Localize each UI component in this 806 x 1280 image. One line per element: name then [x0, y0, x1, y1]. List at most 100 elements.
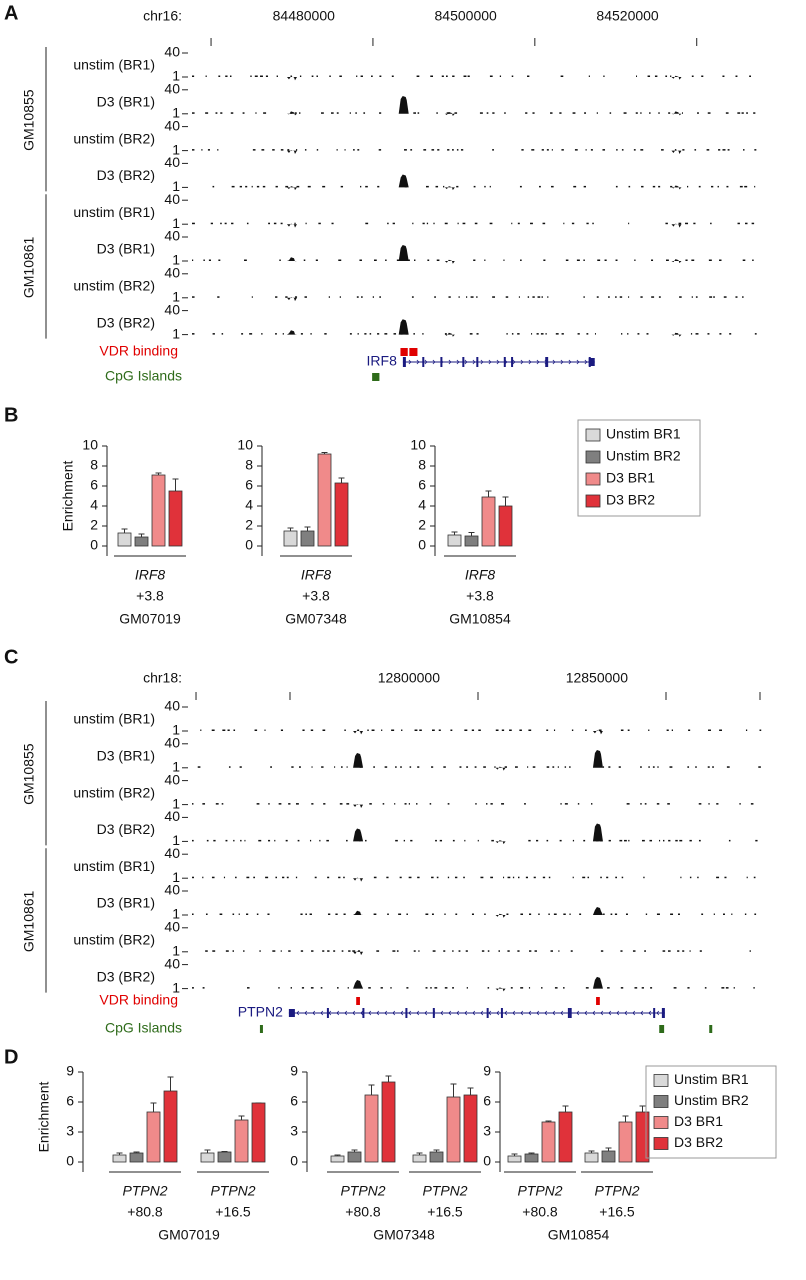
background-signal [481, 950, 485, 952]
background-signal [621, 333, 623, 335]
background-signal [434, 987, 438, 989]
background-signal [509, 729, 512, 731]
background-signal [627, 333, 629, 335]
background-signal [436, 112, 438, 114]
background-signal [507, 876, 511, 879]
background-signal [212, 185, 215, 188]
background-signal [378, 149, 382, 151]
track-tick-label: 40 [164, 44, 180, 60]
signal-peak [286, 149, 297, 154]
background-signal [733, 987, 735, 989]
background-signal [663, 839, 665, 842]
background-signal [390, 987, 392, 989]
background-signal [395, 839, 398, 842]
background-signal [279, 259, 281, 261]
strand-arrow [656, 1010, 660, 1016]
background-signal [294, 222, 296, 225]
background-signal [504, 112, 506, 114]
gene-label: IRF8 [135, 567, 166, 583]
background-signal [307, 185, 311, 188]
background-signal [486, 803, 488, 805]
background-signal [547, 296, 549, 298]
background-signal [490, 803, 493, 805]
background-signal [554, 987, 558, 989]
cpg-label: CpG Islands [105, 368, 182, 384]
background-signal [406, 987, 409, 989]
background-signal [695, 333, 699, 335]
background-signal [460, 149, 464, 151]
bar [447, 534, 462, 547]
background-signal [407, 259, 410, 261]
background-signal [443, 950, 446, 952]
background-signal [457, 222, 459, 225]
background-signal [685, 259, 688, 261]
background-signal [540, 333, 544, 335]
background-signal [691, 259, 695, 261]
strand-arrow [520, 1010, 524, 1016]
background-signal [572, 112, 576, 114]
background-signal [222, 729, 226, 731]
bar [446, 1096, 461, 1163]
background-signal [427, 259, 430, 261]
background-signal [233, 839, 235, 842]
background-signal [367, 729, 369, 731]
legend-swatch [653, 1137, 669, 1150]
background-signal [608, 296, 610, 298]
background-signal [454, 876, 458, 879]
background-signal [735, 296, 738, 298]
background-signal [640, 766, 642, 768]
x-tick-label: +16.5 [215, 1204, 251, 1220]
background-signal [272, 149, 275, 151]
background-signal [542, 222, 546, 225]
strand-arrow [368, 1010, 372, 1016]
background-signal [278, 803, 282, 805]
background-signal [678, 222, 682, 225]
background-signal [689, 839, 692, 842]
background-signal [391, 729, 395, 731]
background-signal [698, 803, 702, 805]
legend-swatch [585, 472, 601, 486]
bar [364, 1094, 379, 1163]
signal-peak [592, 823, 603, 842]
bar [217, 1151, 232, 1163]
background-signal [290, 75, 292, 77]
strand-arrow [480, 1010, 484, 1016]
background-signal [447, 876, 450, 879]
strand-arrow [352, 1010, 356, 1016]
y-tick-label: 6 [90, 477, 98, 493]
exon [462, 357, 465, 367]
background-signal [327, 913, 331, 915]
bar [129, 1152, 144, 1163]
background-signal [340, 185, 344, 188]
y-tick-label: 4 [418, 497, 426, 513]
strand-arrow [600, 1010, 604, 1016]
background-signal [399, 876, 402, 879]
background-signal [628, 222, 630, 225]
background-signal [422, 333, 424, 335]
background-signal [291, 766, 294, 768]
background-signal [365, 222, 369, 225]
background-signal [697, 876, 699, 879]
background-signal [454, 112, 458, 114]
background-signal [588, 75, 590, 77]
background-signal [192, 112, 195, 114]
background-signal [668, 112, 671, 114]
background-signal [310, 729, 314, 731]
signal-peak [444, 186, 455, 191]
chromosome: chr18: [143, 670, 182, 686]
background-signal [637, 333, 640, 335]
background-signal [597, 259, 601, 261]
background-signal [314, 876, 317, 879]
track-tick-label: 40 [164, 154, 180, 170]
background-signal [360, 185, 362, 188]
legend-label: Unstim BR1 [674, 1071, 749, 1087]
background-signal [408, 876, 412, 879]
background-signal [265, 876, 269, 879]
background-signal [218, 259, 221, 261]
signal-peak [592, 730, 603, 735]
y-tick-label: 0 [66, 1153, 74, 1169]
background-signal [596, 296, 599, 298]
background-signal [753, 112, 756, 114]
background-signal [563, 987, 565, 989]
background-signal [272, 950, 276, 952]
